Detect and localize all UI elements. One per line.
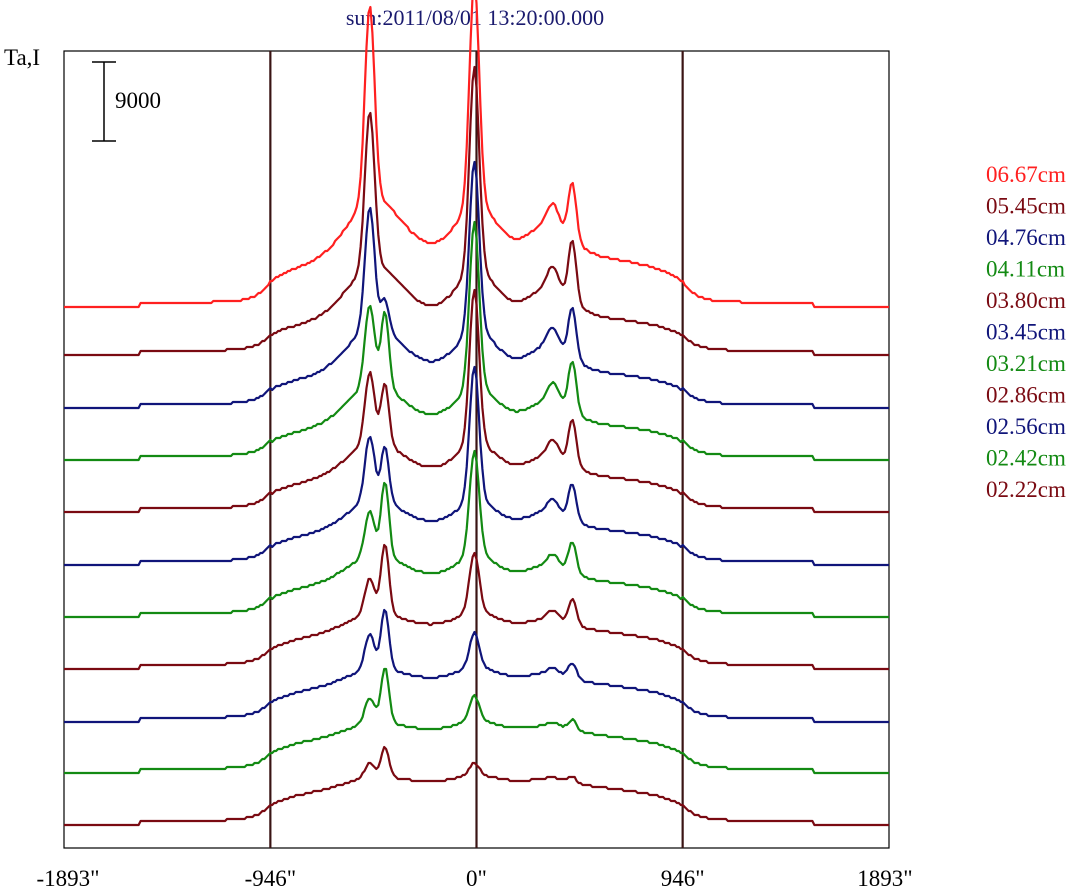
series-line-06.67cm bbox=[64, 0, 889, 309]
series-line-02.42cm bbox=[64, 667, 889, 775]
legend-entry: 02.22cm bbox=[986, 477, 1066, 502]
x-tick-label: -1893" bbox=[36, 866, 99, 891]
series-line-03.80cm bbox=[64, 288, 889, 514]
legend-entry: 02.56cm bbox=[986, 414, 1066, 439]
legend-entry: 05.45cm bbox=[986, 194, 1066, 219]
x-tick-label: 0" bbox=[466, 866, 487, 891]
series-line-03.45cm bbox=[64, 365, 889, 567]
series-group bbox=[64, 0, 889, 827]
series-line-04.76cm bbox=[64, 160, 889, 410]
x-tick-label: 1893" bbox=[857, 866, 912, 891]
legend-entry: 03.80cm bbox=[986, 288, 1066, 313]
chart-title: sun:2011/08/01 13:20:00.000 bbox=[346, 5, 604, 30]
x-tick-labels: -1893" -946" 0" 946" 1893" bbox=[36, 866, 912, 891]
series-line-05.45cm bbox=[64, 65, 889, 357]
y-axis-label: Ta,I bbox=[4, 45, 40, 70]
x-tick-label: -946" bbox=[245, 866, 297, 891]
legend-entry: 04.11cm bbox=[986, 257, 1065, 282]
legend-entry: 02.42cm bbox=[986, 446, 1066, 471]
legend-entry: 03.21cm bbox=[986, 351, 1066, 376]
series-line-03.21cm bbox=[64, 449, 889, 619]
scale-bar: 9000 bbox=[92, 61, 161, 142]
series-line-02.86cm bbox=[64, 543, 889, 671]
legend-entry: 03.45cm bbox=[986, 320, 1066, 345]
legend-entry: 04.76cm bbox=[986, 225, 1066, 250]
series-line-02.22cm bbox=[64, 745, 889, 827]
series-line-04.11cm bbox=[64, 220, 889, 462]
series-line-02.56cm bbox=[64, 608, 889, 724]
legend-entry: 06.67cm bbox=[986, 162, 1066, 187]
x-tick-label: 946" bbox=[661, 866, 705, 891]
legend-entry: 02.86cm bbox=[986, 383, 1066, 408]
legend: 06.67cm 05.45cm 04.76cm 04.11cm 03.80cm 03.45… bbox=[986, 162, 1066, 502]
scale-bar-label: 9000 bbox=[115, 88, 161, 113]
